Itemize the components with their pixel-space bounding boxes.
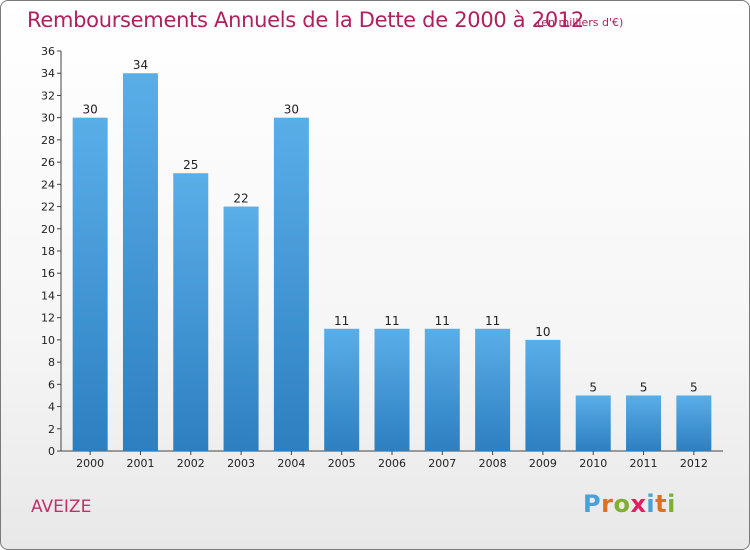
x-tick-label-2004: 2004 xyxy=(277,457,305,470)
y-tick-label: 28 xyxy=(41,134,55,147)
y-tick-label: 26 xyxy=(41,156,55,169)
logo-letter: P xyxy=(583,490,602,518)
value-label-2002: 25 xyxy=(183,158,198,172)
y-tick-label: 18 xyxy=(41,245,55,258)
logo-letter: i xyxy=(646,490,656,518)
commune-name: AVEIZE xyxy=(31,497,92,517)
value-label-2001: 34 xyxy=(133,58,148,72)
y-tick-label: 10 xyxy=(41,334,55,347)
x-tick-label-2010: 2010 xyxy=(579,457,607,470)
y-tick-label: 32 xyxy=(41,89,55,102)
chart-subtitle: (en milliers d'€) xyxy=(537,16,624,29)
value-label-2008: 11 xyxy=(485,314,500,328)
y-tick-label: 34 xyxy=(41,67,55,80)
logo-letter: o xyxy=(613,490,631,518)
proxiti-logo[interactable]: Proxiti xyxy=(583,490,676,518)
bar-2006 xyxy=(374,328,410,451)
value-label-2004: 30 xyxy=(284,103,299,117)
chart-title: Remboursements Annuels de la Dette de 20… xyxy=(27,8,584,32)
x-tick-label-2001: 2001 xyxy=(126,457,154,470)
bar-2008 xyxy=(475,328,511,451)
x-tick-label-2000: 2000 xyxy=(76,457,104,470)
x-tick-label-2012: 2012 xyxy=(680,457,708,470)
x-tick-label-2002: 2002 xyxy=(177,457,205,470)
logo-letter: i xyxy=(667,490,676,518)
value-label-2010: 5 xyxy=(589,380,597,394)
bar-2003 xyxy=(223,206,259,451)
y-tick-label: 30 xyxy=(41,112,55,125)
y-tick-label: 6 xyxy=(48,378,55,391)
bar-2012 xyxy=(676,395,712,451)
value-label-2009: 10 xyxy=(535,325,550,339)
bar-2009 xyxy=(525,339,561,451)
bar-2011 xyxy=(626,395,662,451)
bar-2004 xyxy=(273,117,309,452)
y-tick-label: 16 xyxy=(41,267,55,280)
value-label-2012: 5 xyxy=(690,380,698,394)
y-tick-label: 4 xyxy=(48,401,55,414)
logo-letter: r xyxy=(601,490,614,518)
bar-2007 xyxy=(424,328,460,451)
bar-2000 xyxy=(72,117,108,452)
bar-2002 xyxy=(173,173,209,451)
x-tick-label-2006: 2006 xyxy=(378,457,406,470)
value-label-2000: 30 xyxy=(83,103,98,117)
y-tick-label: 12 xyxy=(41,312,55,325)
y-tick-label: 14 xyxy=(41,289,55,302)
x-tick-label-2003: 2003 xyxy=(227,457,255,470)
y-tick-label: 24 xyxy=(41,178,55,191)
value-label-2007: 11 xyxy=(435,314,450,328)
y-tick-label: 8 xyxy=(48,356,55,369)
bar-2001 xyxy=(122,73,158,451)
logo-letter: x xyxy=(630,490,647,518)
y-tick-label: 22 xyxy=(41,201,55,214)
bar-2010 xyxy=(575,395,611,451)
y-tick-label: 0 xyxy=(48,445,55,458)
x-tick-label-2005: 2005 xyxy=(328,457,356,470)
bar-2005 xyxy=(324,328,360,451)
y-tick-label: 36 xyxy=(41,45,55,58)
x-tick-label-2007: 2007 xyxy=(428,457,456,470)
y-tick-label: 2 xyxy=(48,423,55,436)
logo-letter: t xyxy=(655,490,668,518)
value-label-2011: 5 xyxy=(640,380,648,394)
x-tick-label-2008: 2008 xyxy=(479,457,507,470)
value-label-2005: 11 xyxy=(334,314,349,328)
x-tick-label-2011: 2011 xyxy=(630,457,658,470)
y-tick-label: 20 xyxy=(41,223,55,236)
value-label-2006: 11 xyxy=(384,314,399,328)
x-tick-label-2009: 2009 xyxy=(529,457,557,470)
value-label-2003: 22 xyxy=(233,192,248,206)
